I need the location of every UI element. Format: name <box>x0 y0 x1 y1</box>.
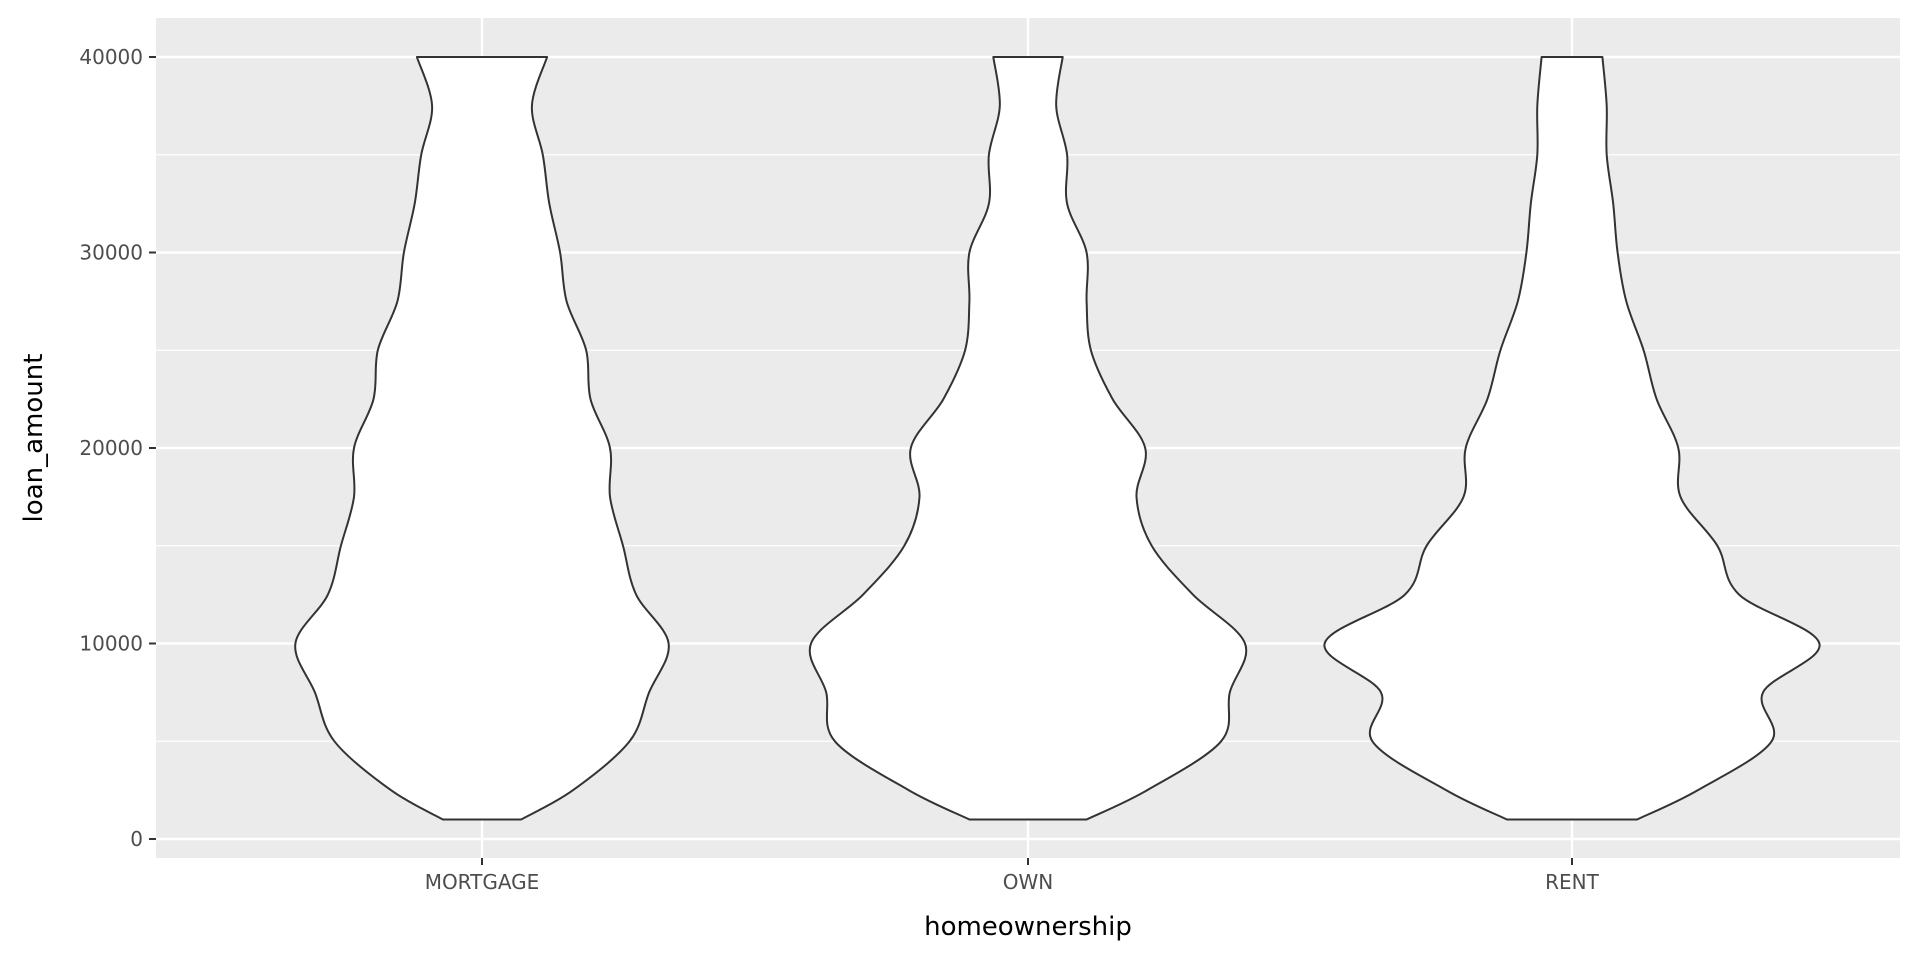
y-tick-label: 0 <box>130 827 143 851</box>
y-tick-label: 40000 <box>79 45 143 69</box>
x-axis-title: homeownership <box>924 912 1132 942</box>
y-tick-label: 30000 <box>79 241 143 265</box>
y-axis-title: loan_amount <box>19 354 49 523</box>
violin-own <box>808 56 1248 821</box>
y-tick-label: 20000 <box>79 436 143 460</box>
x-axis: MORTGAGE OWN RENT <box>425 858 1600 894</box>
y-tick-label: 10000 <box>79 632 143 656</box>
violin-mortgage <box>294 56 670 821</box>
x-tick-label: MORTGAGE <box>425 870 540 894</box>
violins <box>294 56 1821 821</box>
y-axis: 0 10000 20000 30000 40000 <box>79 45 156 851</box>
x-tick-label: OWN <box>1003 870 1053 894</box>
x-tick-label: RENT <box>1545 870 1599 894</box>
violin-rent <box>1323 56 1821 821</box>
